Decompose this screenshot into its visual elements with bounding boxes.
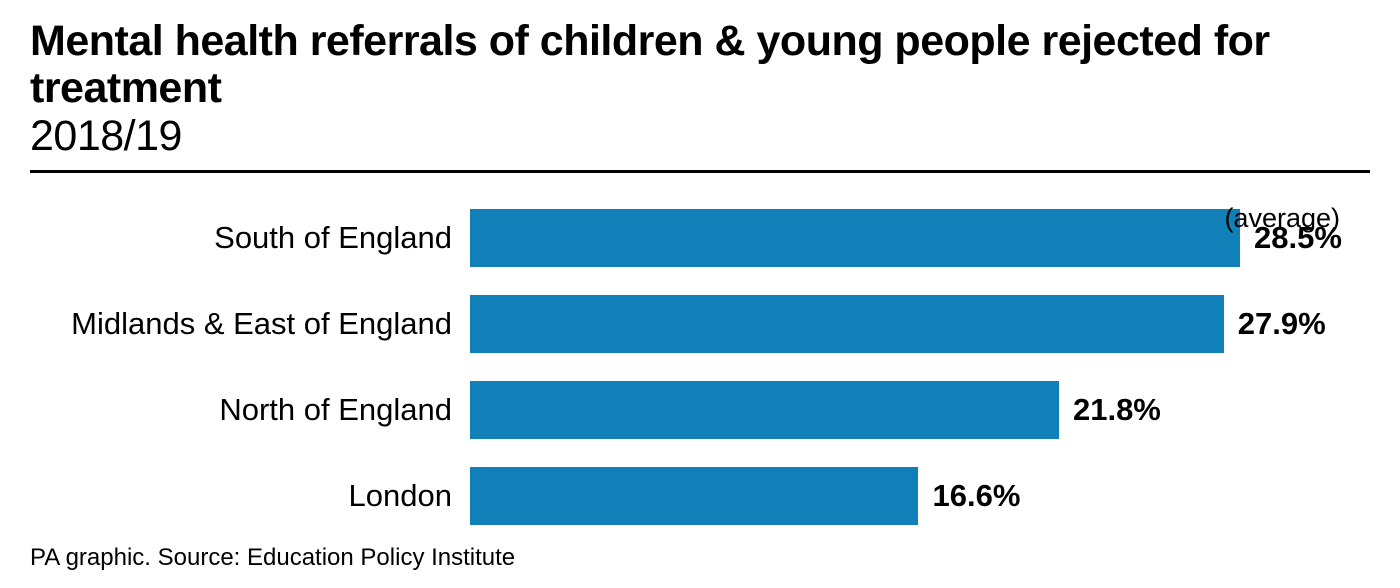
value-label: 27.9% bbox=[1224, 306, 1326, 342]
chart-title: Mental health referrals of children & yo… bbox=[30, 18, 1370, 160]
chart-container: Mental health referrals of children & yo… bbox=[0, 0, 1400, 588]
bar-rows: South of England28.5% Midlands & East of … bbox=[30, 209, 1370, 525]
category-label: South of England bbox=[30, 220, 470, 256]
bar-row: North of England 21.8% bbox=[30, 381, 1370, 439]
bar-row: London 16.6% bbox=[30, 467, 1370, 525]
title-year: 2018/19 bbox=[30, 113, 182, 160]
bar-row: South of England28.5% bbox=[30, 209, 1370, 267]
value-label: 16.6% bbox=[918, 478, 1020, 514]
bar bbox=[470, 467, 918, 525]
category-label: Midlands & East of England bbox=[30, 306, 470, 342]
chart-footer: PA graphic. Source: Education Policy Ins… bbox=[30, 544, 515, 572]
category-label: North of England bbox=[30, 392, 470, 428]
bar bbox=[470, 295, 1224, 353]
chart-area: (average) South of England28.5%Midlands … bbox=[30, 209, 1370, 525]
title-bold: Mental health referrals of children & yo… bbox=[30, 18, 1370, 113]
title-rule bbox=[30, 170, 1370, 173]
average-label: (average) bbox=[1224, 203, 1340, 234]
value-label: 21.8% bbox=[1059, 392, 1161, 428]
category-label: London bbox=[30, 478, 470, 514]
bar bbox=[470, 381, 1059, 439]
bar-row: Midlands & East of England 27.9% bbox=[30, 295, 1370, 353]
bar bbox=[470, 209, 1240, 267]
